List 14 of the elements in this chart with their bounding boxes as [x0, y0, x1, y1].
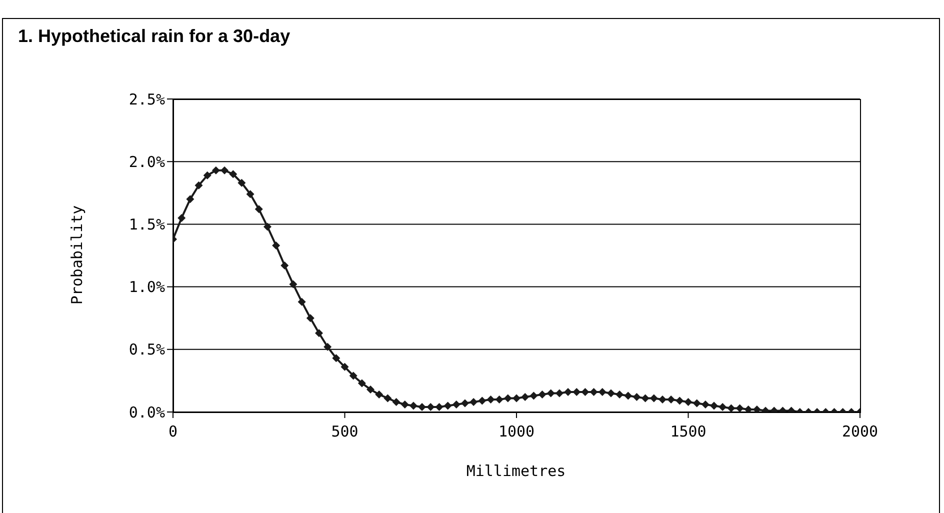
x-tick-label: 1500	[670, 422, 706, 441]
y-tick-label: 2.0%	[128, 152, 165, 171]
chart-title: 1. Hypothetical rain for a 30-day	[18, 26, 290, 47]
y-tick-label: 0.0%	[128, 403, 165, 422]
x-tick-label: 500	[331, 422, 358, 441]
y-tick-label: 2.5%	[128, 90, 165, 108]
x-tick-label: 1000	[498, 422, 535, 441]
y-axis-title: Probability	[68, 205, 86, 305]
x-tick-label: 2000	[842, 422, 878, 441]
x-axis-title: Millimetres	[465, 462, 567, 480]
y-tick-label: 1.0%	[128, 278, 165, 296]
y-tick-label: 0.5%	[128, 340, 165, 359]
y-tick-label: 1.5%	[128, 216, 165, 234]
x-tick-label: 0	[168, 422, 178, 441]
